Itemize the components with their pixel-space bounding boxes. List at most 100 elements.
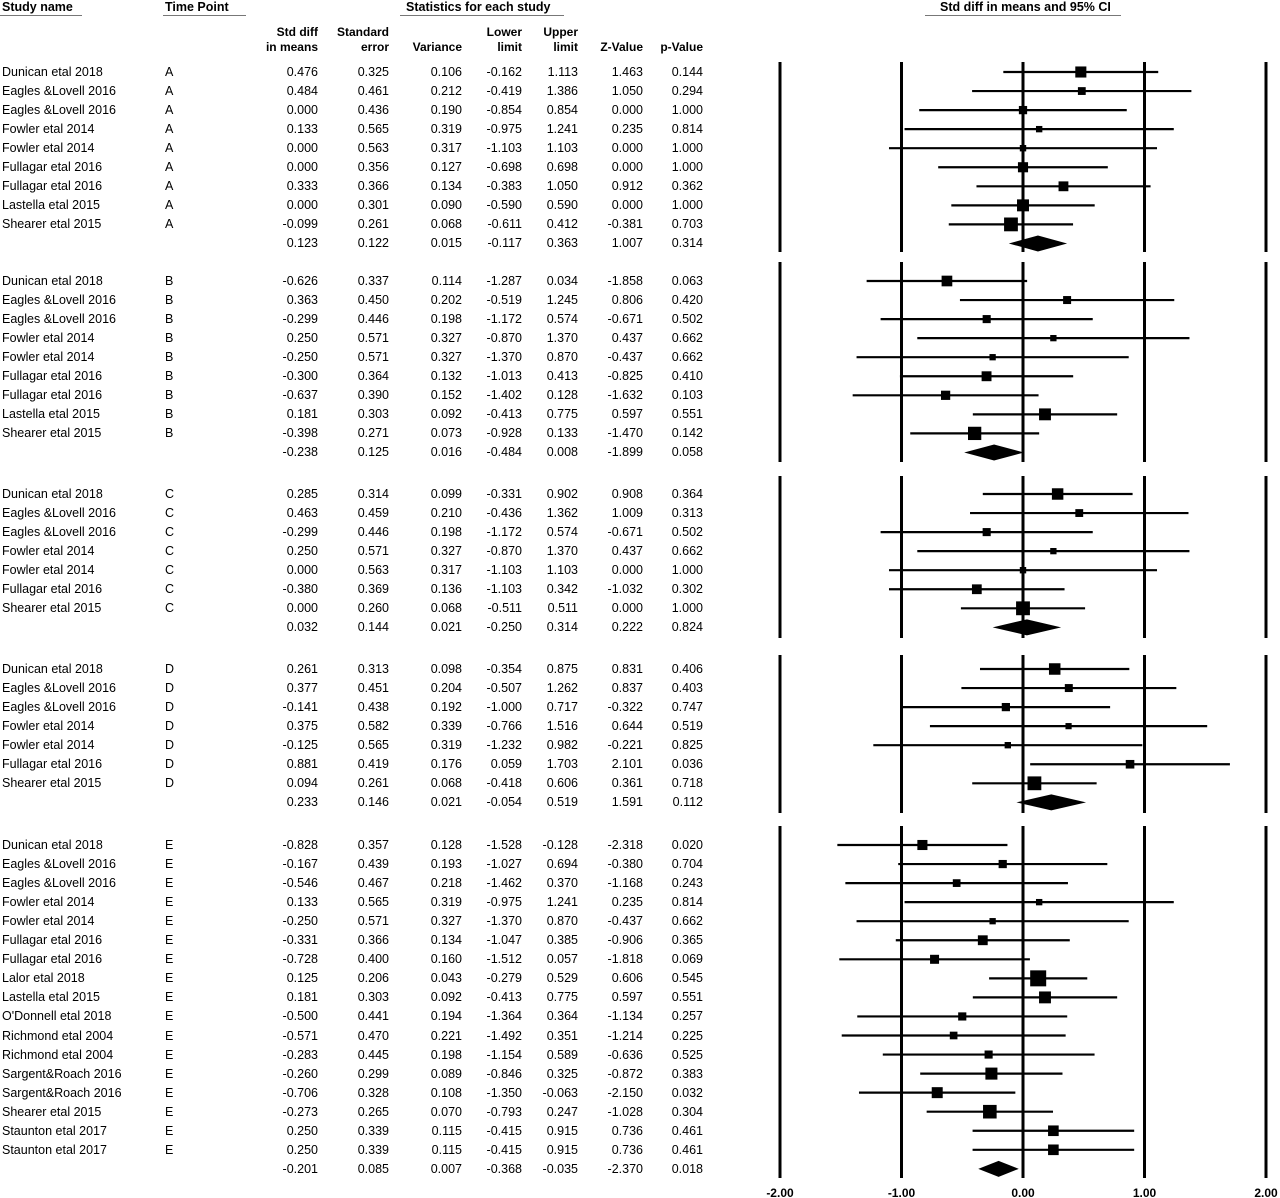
stat-cell: 0.597 <box>611 407 643 422</box>
study-name: Fowler etal 2014 <box>2 895 95 910</box>
study-name: Lastella etal 2015 <box>2 990 100 1005</box>
stat-cell: -0.870 <box>486 331 522 346</box>
stat-cell: 0.467 <box>357 876 389 891</box>
effect-marker <box>1065 723 1072 730</box>
stat-cell: -0.299 <box>282 312 318 327</box>
effect-marker <box>1018 105 1028 115</box>
study-name: Richmond etal 2004 <box>2 1047 114 1062</box>
stat-cell: 0.057 <box>546 952 578 967</box>
stat-cell: 1.000 <box>671 198 703 213</box>
summary-cell: -0.484 <box>486 445 522 460</box>
column-header: Lower <box>486 25 522 39</box>
stat-cell: 0.606 <box>611 971 643 986</box>
stat-cell: 0.317 <box>430 563 462 578</box>
stat-cell: 0.915 <box>546 1142 578 1157</box>
study-name: Shearer etal 2015 <box>2 1104 102 1119</box>
study-name: Richmond etal 2004 <box>2 1028 114 1043</box>
stat-cell: 0.210 <box>430 506 462 521</box>
study-name: Staunton etal 2017 <box>2 1142 107 1157</box>
time-point: E <box>165 1047 174 1062</box>
stat-cell: 0.437 <box>611 544 643 559</box>
time-point: B <box>165 274 174 288</box>
stat-cell: -0.500 <box>282 1009 318 1024</box>
stat-cell: -0.415 <box>486 1123 522 1138</box>
stat-cell: 0.133 <box>286 122 318 137</box>
stat-cell: -0.167 <box>282 857 318 872</box>
stat-cell: 0.000 <box>611 601 643 616</box>
stat-cell: 0.363 <box>286 293 318 308</box>
stat-cell: 0.235 <box>611 895 643 910</box>
effect-marker <box>968 426 982 441</box>
summary-cell: 0.016 <box>430 445 462 460</box>
stat-cell: -1.492 <box>486 1028 522 1043</box>
stat-cell: 0.198 <box>430 312 462 327</box>
stat-cell: 0.571 <box>357 544 389 559</box>
time-point: E <box>165 914 174 929</box>
time-point: C <box>165 601 175 616</box>
summary-cell: -2.370 <box>607 1161 643 1176</box>
summary-cell: 0.058 <box>671 445 703 460</box>
time-point: A <box>165 84 174 99</box>
stat-cell: 0.092 <box>430 407 462 422</box>
stat-cell: 0.020 <box>671 838 703 852</box>
time-point: E <box>165 952 174 967</box>
time-point: B <box>165 369 174 384</box>
stat-cell: 0.032 <box>671 1085 703 1100</box>
stat-cell: 0.059 <box>490 757 522 772</box>
stat-cell: 1.000 <box>671 601 703 616</box>
time-point: C <box>165 582 175 597</box>
stat-cell: 0.390 <box>357 388 389 403</box>
stat-cell: -0.419 <box>486 84 522 99</box>
time-point: A <box>165 179 174 194</box>
stat-cell: 0.870 <box>546 914 578 929</box>
effect-marker <box>989 354 996 361</box>
stat-cell: 0.106 <box>430 65 462 79</box>
summary-diamond <box>964 444 1024 461</box>
stat-cell: 0.132 <box>430 369 462 384</box>
stat-cell: -1.168 <box>607 876 643 891</box>
stat-cell: 0.412 <box>546 217 578 232</box>
study-name: Eagles &Lovell 2016 <box>2 84 116 99</box>
stat-cell: 0.870 <box>546 350 578 365</box>
summary-cell: 0.125 <box>357 445 389 460</box>
stat-cell: -0.260 <box>282 1066 318 1081</box>
stat-cell: -0.626 <box>282 274 318 288</box>
stat-cell: 0.342 <box>546 582 578 597</box>
stat-cell: 0.108 <box>430 1085 462 1100</box>
stat-cell: 0.461 <box>671 1142 703 1157</box>
stat-cell: 0.000 <box>611 198 643 213</box>
summary-cell: 0.032 <box>286 620 318 635</box>
summary-cell: -0.368 <box>486 1161 522 1176</box>
header-underline <box>0 15 82 16</box>
summary-diamond <box>978 1160 1019 1177</box>
summary-cell: 0.123 <box>286 236 318 251</box>
stat-cell: -1.232 <box>486 738 522 753</box>
effect-marker <box>1125 759 1135 769</box>
stat-cell: 0.327 <box>430 331 462 346</box>
header-time-point: Time Point <box>165 0 229 14</box>
summary-cell: 0.314 <box>671 236 703 251</box>
study-name: Staunton etal 2017 <box>2 1123 107 1138</box>
stat-cell: 0.250 <box>286 1142 318 1157</box>
stat-cell: 0.982 <box>546 738 578 753</box>
study-name: Eagles &Lovell 2016 <box>2 876 116 891</box>
study-name: Dunican etal 2018 <box>2 487 103 501</box>
summary-cell: -0.238 <box>282 445 318 460</box>
stat-cell: 0.000 <box>611 141 643 156</box>
study-name: Fullagar etal 2016 <box>2 933 103 948</box>
study-name: Fullagar etal 2016 <box>2 757 103 772</box>
stat-cell: 0.317 <box>430 141 462 156</box>
time-point: D <box>165 681 175 696</box>
stat-cell: 0.545 <box>671 971 703 986</box>
stat-cell: 0.068 <box>430 217 462 232</box>
stat-cell: 0.193 <box>430 857 462 872</box>
effect-marker <box>958 1012 967 1021</box>
stat-cell: 0.325 <box>546 1066 578 1081</box>
summary-cell: 0.824 <box>671 620 703 635</box>
time-point: E <box>165 933 174 948</box>
stat-cell: 1.703 <box>546 757 578 772</box>
study-name: Dunican etal 2018 <box>2 274 103 288</box>
stat-cell: 0.881 <box>286 757 318 772</box>
stat-cell: 0.403 <box>671 681 703 696</box>
time-point: D <box>165 719 175 734</box>
